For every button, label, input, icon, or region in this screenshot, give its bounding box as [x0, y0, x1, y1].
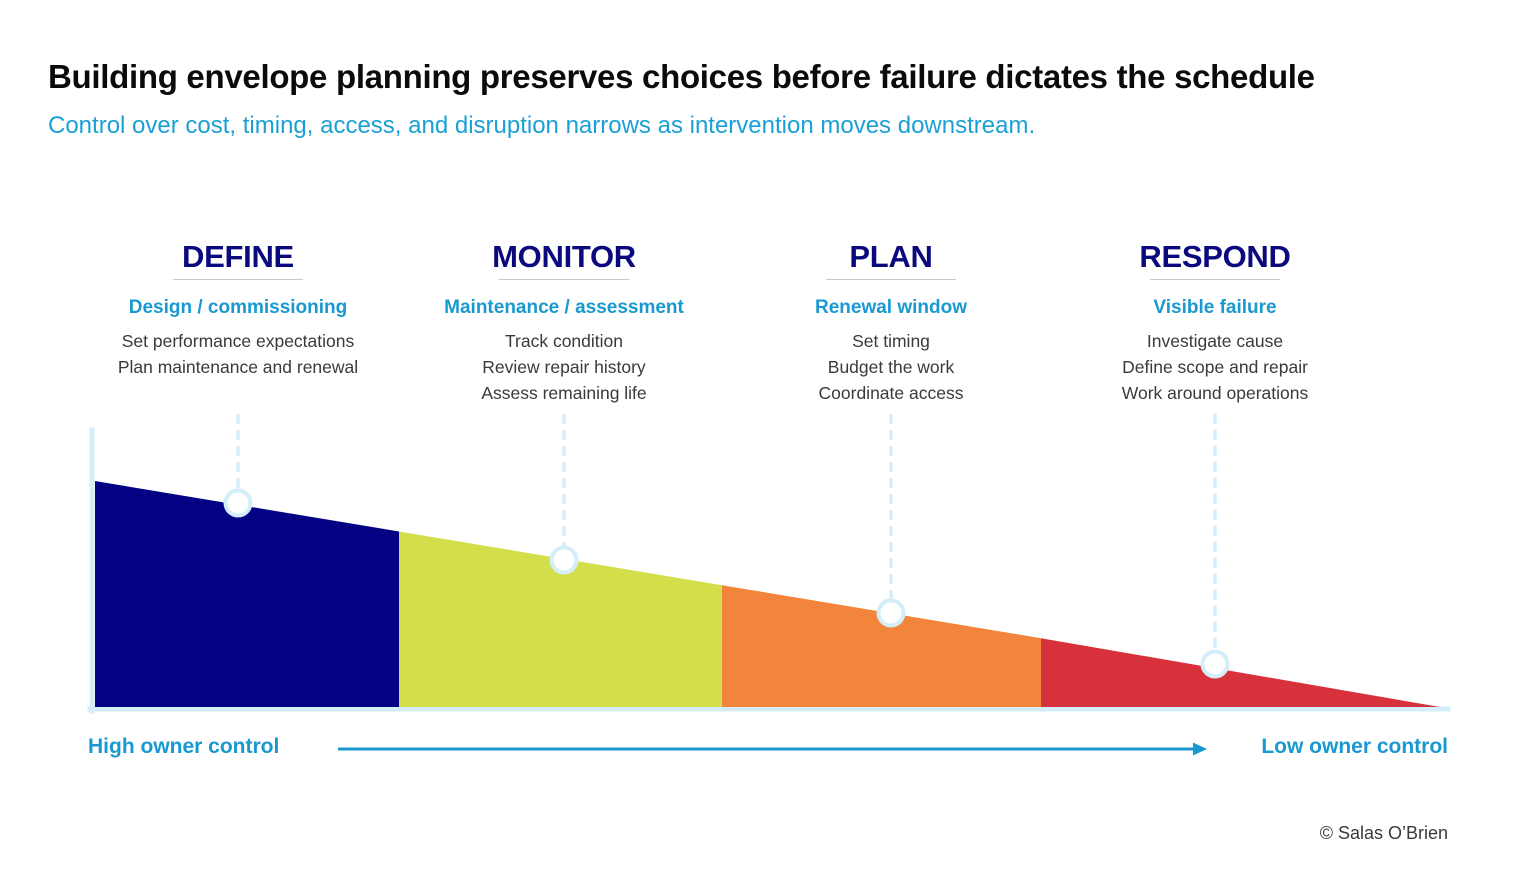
phase-divider [826, 279, 956, 280]
phase-items: Track condition Review repair history As… [394, 328, 734, 406]
segment-plan [722, 585, 1041, 707]
high-owner-control-label: High owner control [88, 735, 280, 758]
phase-subtitle: Visible failure [1153, 297, 1277, 318]
phase-item: Set timing [852, 331, 930, 351]
phase-respond: RESPOND Visible failure Investigate caus… [1045, 238, 1385, 406]
segment-define [95, 481, 399, 707]
phase-plan: PLAN Renewal window Set timing Budget th… [721, 238, 1061, 406]
phase-subtitle: Design / commissioning [128, 297, 348, 318]
phase-items: Set performance expectations Plan mainte… [68, 328, 408, 380]
phase-item: Work around operations [1121, 383, 1309, 403]
phase-item: Track condition [504, 331, 623, 351]
copyright-credit: © Salas O’Brien [1319, 823, 1448, 843]
phase-item: Review repair history [482, 357, 646, 377]
control-arrow-head-icon [1193, 742, 1207, 756]
phase-item: Coordinate access [818, 383, 964, 403]
phase-divider [499, 279, 629, 280]
segment-monitor [399, 531, 722, 707]
phase-name: RESPOND [1139, 239, 1291, 274]
phase-items: Investigate cause Define scope and repai… [1045, 328, 1385, 406]
page-title: Building envelope planning preserves cho… [48, 58, 1315, 95]
page-subtitle: Control over cost, timing, access, and d… [48, 112, 1036, 139]
phase-name: PLAN [849, 239, 933, 274]
phase-divider [1150, 279, 1280, 280]
phase-item: Assess remaining life [481, 383, 647, 403]
phase-item: Budget the work [827, 357, 955, 377]
phase-monitor: MONITOR Maintenance / assessment Track c… [394, 238, 734, 406]
marker-respond [1200, 649, 1230, 679]
marker-define [223, 488, 253, 518]
marker-plan [876, 598, 906, 628]
phase-name: DEFINE [182, 239, 294, 274]
phase-item: Define scope and repair [1122, 357, 1308, 377]
phase-subtitle: Renewal window [814, 297, 968, 318]
phase-define: DEFINE Design / commissioning Set perfor… [68, 238, 408, 380]
phase-item: Investigate cause [1146, 331, 1284, 351]
low-owner-control-label: Low owner control [1261, 735, 1448, 758]
phase-divider [173, 279, 303, 280]
phase-items: Set timing Budget the work Coordinate ac… [721, 328, 1061, 406]
phase-subtitle: Maintenance / assessment [444, 297, 684, 318]
phase-name: MONITOR [492, 239, 636, 274]
marker-monitor [549, 545, 579, 575]
segment-respond [1041, 638, 1440, 707]
phase-item: Set performance expectations [121, 331, 355, 351]
phase-item: Plan maintenance and renewal [117, 357, 359, 377]
